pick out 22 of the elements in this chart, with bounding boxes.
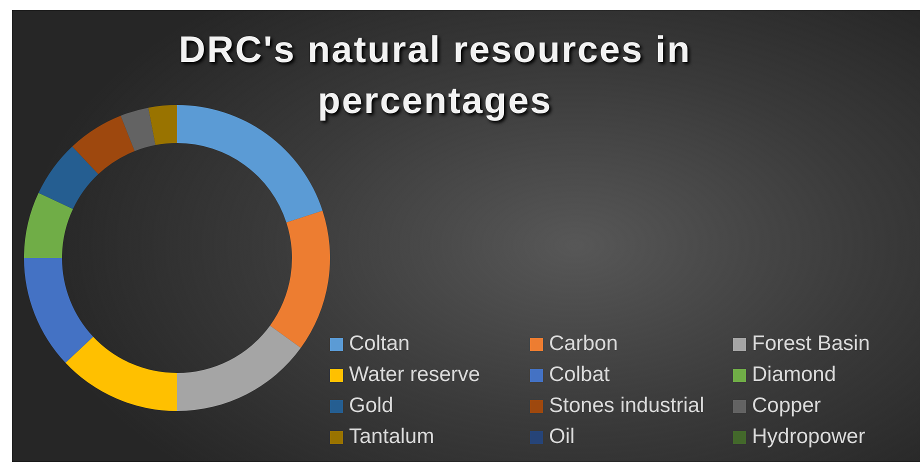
donut-slice [270, 210, 330, 348]
legend-label: Forest Basin [752, 332, 870, 356]
legend-label: Tantalum [349, 425, 434, 449]
legend-label: Colbat [549, 363, 610, 387]
donut-slice [72, 116, 135, 174]
legend-label: Copper [752, 394, 821, 418]
legend-label: Water reserve [349, 363, 480, 387]
donut-slice [38, 146, 98, 210]
donut-slice [148, 105, 177, 146]
chart-title: DRC's natural resources in percentages [178, 28, 692, 123]
legend-label: Stones industrial [549, 394, 704, 418]
donut-slice [24, 258, 94, 363]
legend-label: Coltan [349, 332, 410, 356]
donut-slice [65, 336, 177, 411]
donut-slice [177, 326, 301, 411]
donut-slice [120, 108, 156, 152]
legend-label: Hydropower [752, 425, 866, 449]
legend-label: Carbon [549, 332, 618, 356]
legend-label: Oil [549, 425, 575, 449]
legend-label: Gold [349, 394, 394, 418]
donut-slice [24, 192, 73, 258]
legend-label: Diamond [752, 363, 836, 387]
